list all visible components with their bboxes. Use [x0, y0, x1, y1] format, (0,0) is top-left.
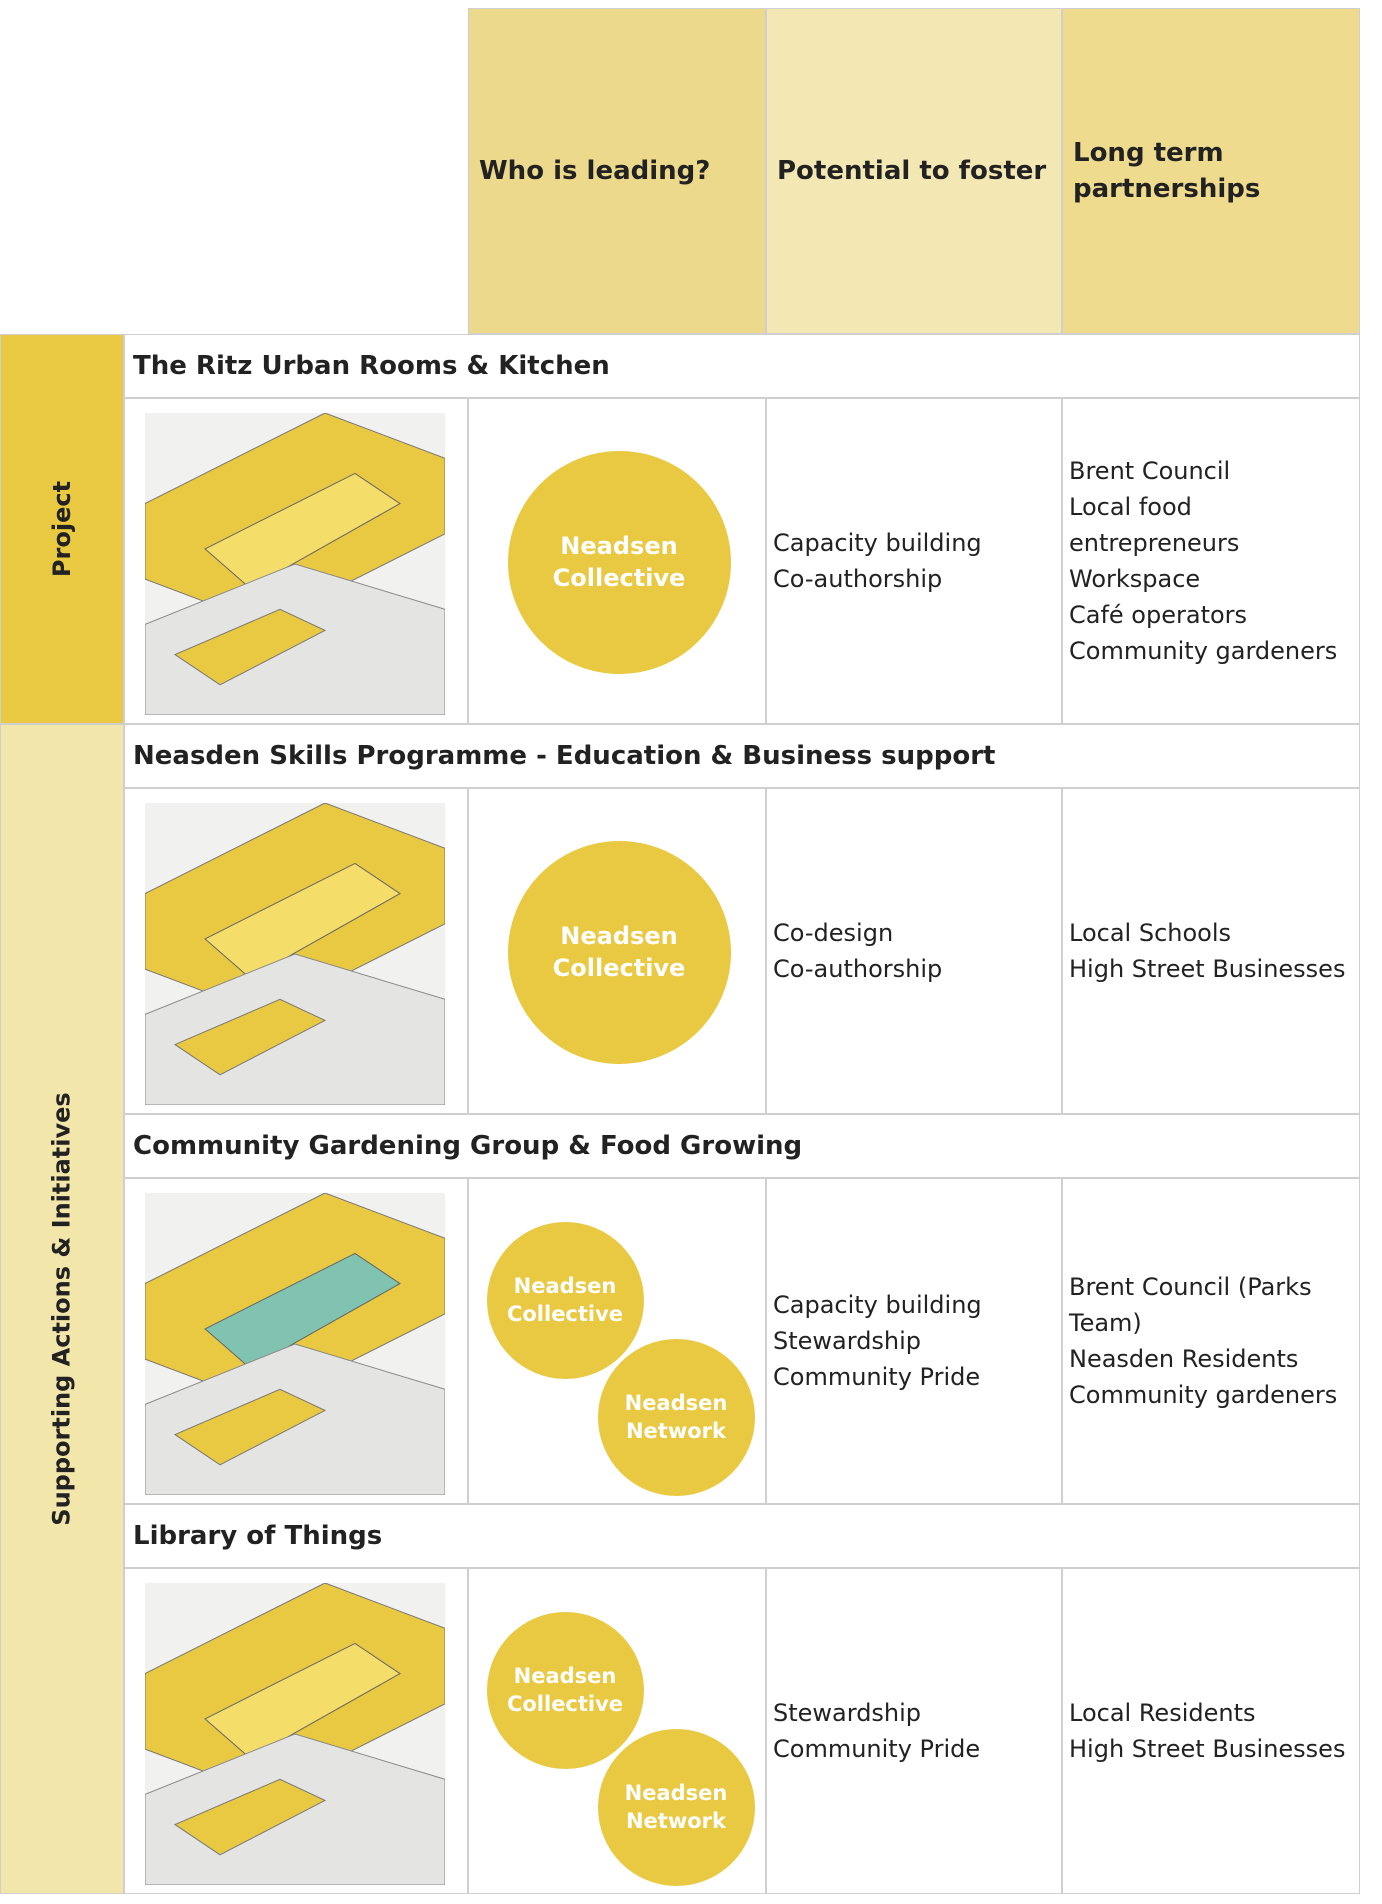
partnerships-cell: Local Schools High Street Businesses — [1062, 788, 1360, 1114]
row-title: The Ritz Urban Rooms & Kitchen — [124, 334, 1360, 398]
row-title: Neasden Skills Programme - Education & B… — [124, 724, 1360, 788]
partnerships-cell: Local Residents High Street Businesses — [1062, 1568, 1360, 1894]
leader-circle: Neadsen Collective — [486, 1221, 644, 1379]
potential-cell: Capacity building Co-authorship — [766, 398, 1062, 724]
leader-circle: Neadsen Collective — [486, 1611, 644, 1769]
leader-cell: Neadsen Collective — [468, 398, 766, 724]
partnerships-item: High Street Businesses — [1069, 955, 1346, 983]
partnerships-item: Workspace — [1069, 565, 1201, 593]
section-label-text: Supporting Actions & Initiatives — [48, 1092, 77, 1526]
partnerships-item: Café operators — [1069, 601, 1248, 629]
partnerships-cell: Brent Council (Parks Team) Neasden Reside… — [1062, 1178, 1360, 1504]
potential-item: Co-authorship — [773, 955, 943, 983]
leader-circle: Neadsen Collective — [507, 840, 731, 1064]
potential-cell: Co-design Co-authorship — [766, 788, 1062, 1114]
illustration — [145, 1193, 445, 1495]
illustration — [145, 413, 445, 715]
section-label-text: Project — [48, 480, 76, 578]
leader-circle: Neadsen Network — [597, 1338, 755, 1496]
potential-item: Stewardship — [773, 1327, 922, 1355]
partnerships-cell: Brent Council Local food entrepreneurs Wor… — [1062, 398, 1360, 724]
leader-cell: Neadsen Collective Neadsen Network — [468, 1178, 766, 1504]
image-cell — [124, 398, 468, 724]
potential-cell: Capacity building Stewardship Community Pr… — [766, 1178, 1062, 1504]
image-cell — [124, 1178, 468, 1504]
leader-circle: Neadsen Collective — [507, 450, 731, 674]
potential-item: Capacity building — [773, 1291, 982, 1319]
column-header: Long term partnerships — [1062, 8, 1360, 334]
column-header: Who is leading? — [468, 8, 766, 334]
partnerships-item: Neasden Residents — [1069, 1345, 1299, 1373]
partnerships-item: Local Residents — [1069, 1699, 1256, 1727]
image-cell — [124, 788, 468, 1114]
section-label: Supporting Actions & Initiatives — [0, 724, 124, 1894]
partnerships-item: Brent Council (Parks Team) — [1069, 1273, 1312, 1337]
partnerships-item: Local Schools — [1069, 919, 1232, 947]
leader-cell: Neadsen Collective Neadsen Network — [468, 1568, 766, 1894]
potential-item: Stewardship — [773, 1699, 922, 1727]
row-title: Community Gardening Group & Food Growing — [124, 1114, 1360, 1178]
column-header: Potential to foster — [766, 8, 1062, 334]
image-cell — [124, 1568, 468, 1894]
partnerships-item: High Street Businesses — [1069, 1735, 1346, 1763]
row-title: Library of Things — [124, 1504, 1360, 1568]
illustration — [145, 803, 445, 1105]
potential-item: Co-design — [773, 919, 894, 947]
section-label: Project — [0, 334, 124, 724]
potential-item: Community Pride — [773, 1363, 981, 1391]
leader-circle: Neadsen Network — [597, 1728, 755, 1886]
potential-item: Co-authorship — [773, 565, 943, 593]
partnerships-item: Local food entrepreneurs — [1069, 493, 1240, 557]
potential-item: Capacity building — [773, 529, 982, 557]
partnerships-item: Brent Council — [1069, 457, 1231, 485]
illustration — [145, 1583, 445, 1885]
leader-cell: Neadsen Collective — [468, 788, 766, 1114]
partnerships-item: Community gardeners — [1069, 637, 1338, 665]
partnerships-item: Community gardeners — [1069, 1381, 1338, 1409]
potential-item: Community Pride — [773, 1735, 981, 1763]
potential-cell: Stewardship Community Pride — [766, 1568, 1062, 1894]
